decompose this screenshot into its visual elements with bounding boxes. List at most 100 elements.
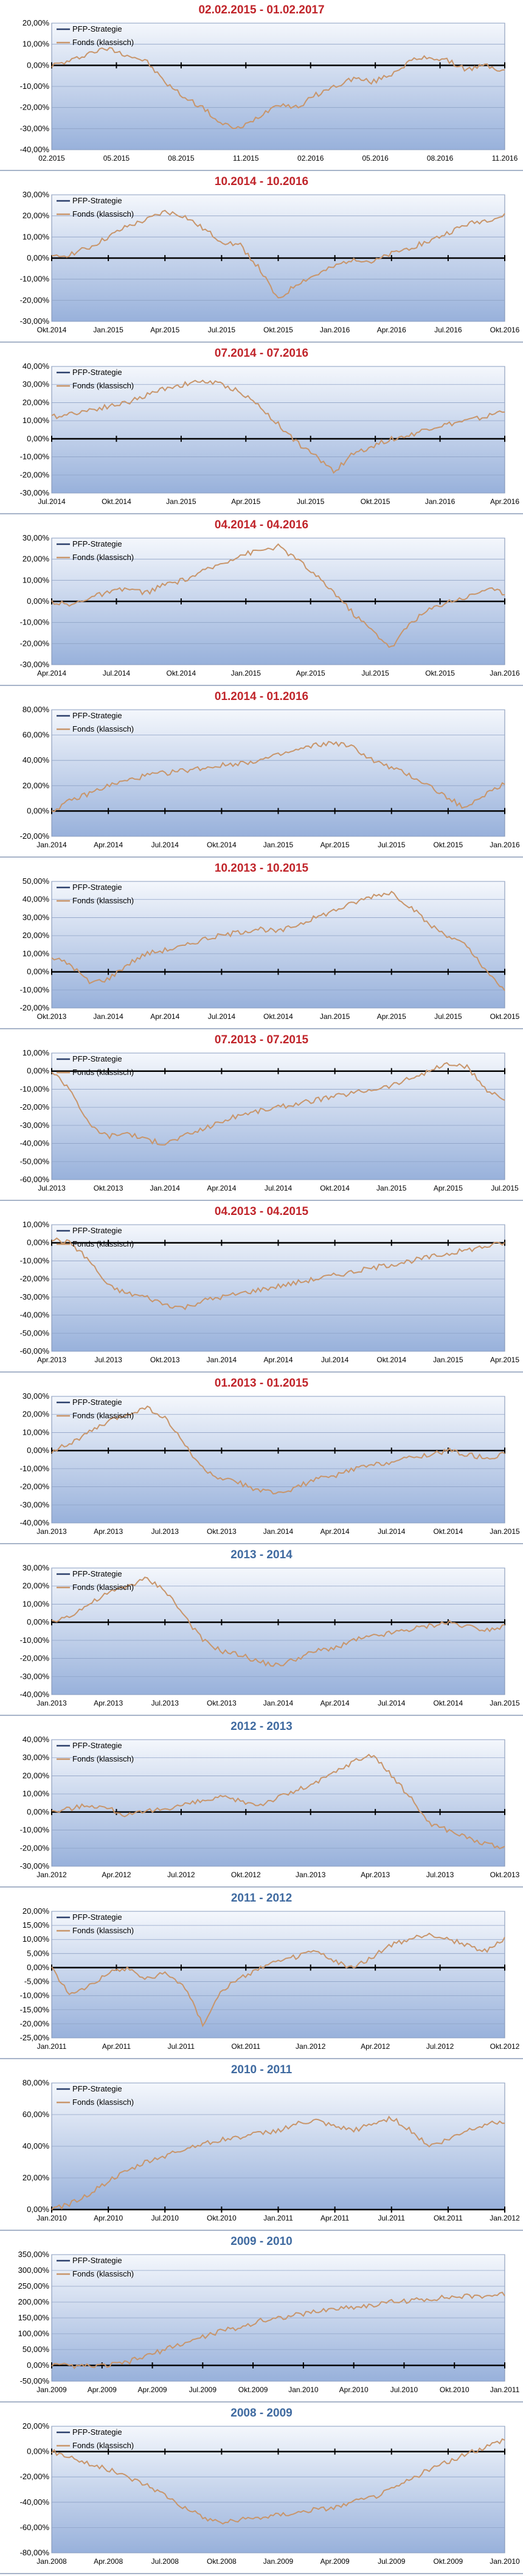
fund-series-line (51, 2291, 505, 2370)
fund-series-line (51, 2438, 505, 2525)
x-tick-label: Apr.2015 (296, 669, 325, 677)
x-tick-label: Okt.2015 (425, 669, 455, 677)
panel-divider (0, 1371, 523, 1373)
x-tick-label: Jan.2015 (166, 497, 196, 506)
legend: PFP-Strategie Fonds (klassisch) (57, 1054, 134, 1077)
legend-fund-label: Fonds (klassisch) (72, 1239, 134, 1248)
panel-divider (0, 2058, 523, 2059)
x-tick-label: Jan.2014 (207, 1356, 237, 1364)
legend-fund-label: Fonds (klassisch) (72, 1754, 134, 1763)
x-tick-label: Jan.2010 (36, 2214, 67, 2222)
y-tick-label: -20,00% (20, 639, 50, 648)
x-tick-label: Apr.2013 (361, 1871, 390, 1879)
chart-svg: 50,00% 40,00% 30,00% 20,00% 10,00% 0,00% -10,0… (20, 877, 520, 1021)
y-tick-label: 30,00% (23, 1563, 50, 1572)
y-tick-label: 0,00% (27, 2361, 49, 2370)
y-tick-label: -10,00% (20, 82, 50, 91)
x-tick-label: Jan.2013 (296, 1871, 326, 1879)
chart-title: 2010 - 2011 (230, 2063, 293, 2076)
chart-svg: 30,00% 20,00% 10,00% 0,00% -10,00% -20,00% -30… (20, 1391, 520, 1536)
y-tick-label: 80,00% (23, 2078, 50, 2087)
chart-title: 2009 - 2010 (230, 2235, 293, 2248)
x-tick-label: Jul.2013 (38, 1184, 66, 1192)
x-tick-label: Apr.2014 (150, 1012, 179, 1021)
y-tick-label: -20,00% (20, 1482, 50, 1491)
chart-title: 10.2014 - 10.2016 (214, 175, 309, 188)
chart-panel: 01.2013 - 01.2015 30,00% 20,00% 10,00% 0,00%… (0, 1373, 523, 1545)
y-tick-label: -10,00% (20, 1825, 50, 1835)
chart-title: 01.2014 - 01.2016 (214, 690, 309, 703)
y-tick-label: 0,00% (27, 1066, 49, 1076)
y-tick-label: 200,00% (18, 2297, 50, 2306)
x-tick-label: Apr.2016 (377, 326, 406, 334)
x-tick-label: Jul.2015 (378, 841, 406, 849)
y-tick-label: -30,00% (20, 1500, 50, 1509)
x-tick-label: Jan.2015 (433, 1356, 463, 1364)
chart-panel: 04.2014 - 04.2016 30,00% 20,00% 10,00% 0,00%… (0, 515, 523, 687)
x-tick-label: Okt.2011 (434, 2214, 463, 2222)
chart-svg: 30,00% 20,00% 10,00% 0,00% -10,00% -20,00% -30… (20, 1563, 520, 1707)
x-tick-label: Okt.2013 (207, 1527, 237, 1536)
x-tick-label: Apr.2015 (434, 1184, 463, 1192)
x-tick-label: Jul.2015 (361, 669, 389, 677)
legend-fund-label: Fonds (klassisch) (72, 1583, 134, 1592)
y-tick-label: 0,00% (27, 967, 49, 976)
x-tick-label: Jan.2011 (37, 2042, 67, 2051)
panel-divider (0, 1028, 523, 1029)
legend-fund-label: Fonds (klassisch) (72, 1068, 134, 1077)
x-tick-label: Jul.2013 (151, 1699, 179, 1707)
y-tick-label: 5,00% (27, 1948, 49, 1958)
chart-panel: 04.2013 - 04.2015 10,00% 0,00% -10,00% -20,0… (0, 1202, 523, 1373)
chart-svg: 350,00% 300,00% 250,00% 200,00% 150,00% 100,0… (18, 2250, 520, 2394)
panel-divider (0, 1886, 523, 1888)
chart-panel: 2011 - 2012 20,00% 15,00% 10,00% 5,00% 0,00% -… (0, 1888, 523, 2060)
y-tick-label: 20,00% (23, 1410, 50, 1419)
x-tick-label: Jan.2015 (320, 1012, 350, 1021)
x-tick-label: Jul.2015 (208, 326, 236, 334)
x-tick-label: Apr.2010 (339, 2385, 369, 2394)
x-tick-label: Jan.2009 (263, 2557, 294, 2566)
x-tick-label: Jan.2014 (263, 1699, 294, 1707)
y-tick-label: -10,00% (20, 985, 50, 994)
x-tick-label: Okt.2016 (490, 326, 520, 334)
legend: PFP-Strategie Fonds (klassisch) (57, 883, 134, 905)
legend-fund-label: Fonds (klassisch) (72, 2269, 134, 2278)
x-tick-label: Jan.2016 (320, 326, 350, 334)
x-tick-label: Apr.2015 (150, 326, 179, 334)
x-tick-label: Jul.2014 (151, 841, 179, 849)
y-tick-label: -10,00% (20, 1464, 50, 1473)
x-tick-label: Jan.2015 (490, 1699, 520, 1707)
x-tick-label: Okt.2014 (207, 841, 237, 849)
x-tick-label: Jan.2014 (93, 1012, 123, 1021)
y-tick-label: -25,00% (20, 2033, 50, 2042)
x-tick-label: Okt.2015 (263, 326, 293, 334)
y-tick-label: 50,00% (23, 877, 50, 886)
fund-series-line (51, 1405, 505, 1495)
y-tick-label: -40,00% (20, 1311, 50, 1320)
x-tick-label: 05.2015 (103, 154, 130, 163)
x-tick-label: 05.2016 (362, 154, 389, 163)
y-tick-label: 20,00% (23, 211, 50, 220)
chart-svg: 30,00% 20,00% 10,00% 0,00% -10,00% -20,00% -30… (20, 190, 520, 334)
x-tick-label: Okt.2010 (440, 2385, 469, 2394)
fund-series-line (51, 1062, 505, 1146)
y-tick-label: 20,00% (23, 2173, 50, 2182)
y-tick-label: -20,00% (20, 1654, 50, 1663)
y-tick-label: -60,00% (20, 1346, 50, 1356)
x-tick-label: Jan.2009 (36, 2385, 67, 2394)
panel-divider (0, 2230, 523, 2231)
x-tick-label: Jul.2014 (378, 1699, 406, 1707)
x-tick-label: Okt.2014 (102, 497, 131, 506)
x-tick-label: Jan.2016 (425, 497, 455, 506)
y-tick-label: 10,00% (23, 40, 50, 49)
plot-area (51, 1739, 505, 1867)
legend-fund-label: Fonds (klassisch) (72, 2098, 134, 2107)
y-tick-label: -20,00% (20, 831, 50, 841)
x-tick-label: Apr.2015 (490, 1356, 519, 1364)
y-tick-label: -30,00% (20, 1121, 50, 1130)
y-tick-label: -30,00% (20, 660, 50, 669)
legend-strategy-label: PFP-Strategie (72, 539, 122, 548)
x-tick-label: Okt.2009 (434, 2557, 463, 2566)
y-tick-label: 0,00% (27, 1617, 49, 1626)
